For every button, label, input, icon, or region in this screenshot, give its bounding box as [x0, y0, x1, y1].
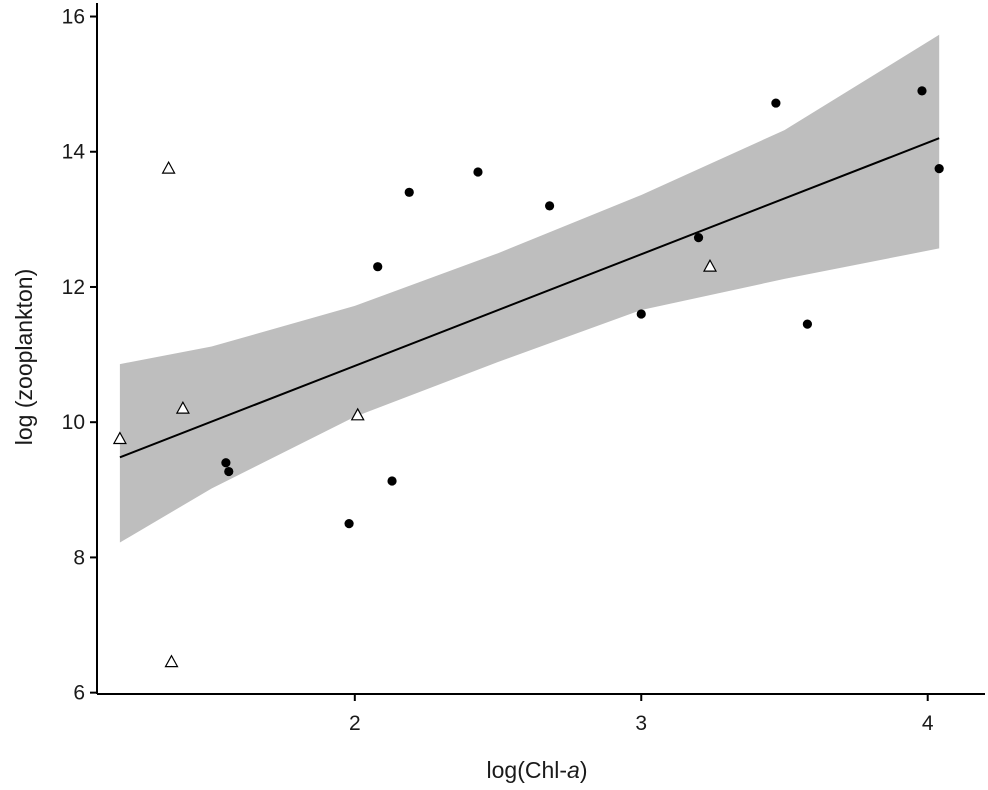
- data-point-circle-3: [344, 519, 354, 529]
- data-point-circle-10: [693, 233, 704, 243]
- data-point-triangle-3: [164, 654, 179, 668]
- data-point-circle-7: [473, 167, 483, 177]
- axes: 6 8 10 12 14 16 2 3 4: [62, 3, 985, 735]
- data-point-circle-6: [404, 187, 414, 197]
- data-point-circle-11: [771, 98, 781, 108]
- y-tick-label-16: 16: [62, 6, 85, 29]
- data-point-circle-12: [802, 319, 813, 329]
- data-point-circle-1: [221, 458, 231, 468]
- regression-line: [119, 137, 940, 459]
- y-tick-label-8: 8: [73, 546, 85, 569]
- data-point-triangle-5: [350, 407, 365, 421]
- data-point-triangle-4: [175, 400, 190, 414]
- x-axis-title: log(Chl-a): [487, 757, 588, 783]
- y-tick-label-10: 10: [62, 411, 85, 434]
- x-tick-label-2: 2: [349, 712, 361, 735]
- x-axis-title-italic: a: [567, 757, 580, 783]
- data-point-triangle-6: [702, 258, 718, 272]
- data-point-circle-8: [544, 201, 555, 211]
- data-point-circle-13: [917, 86, 927, 96]
- y-tick-label-14: 14: [62, 141, 86, 164]
- x-axis-title-main: log(Chl-: [487, 757, 568, 783]
- plot-area: [112, 34, 944, 668]
- x-axis-title-close: ): [580, 757, 588, 783]
- x-tick-label-4: 4: [922, 712, 934, 735]
- data-point-circle-5: [387, 476, 397, 486]
- data-point-circle-14: [934, 164, 944, 174]
- y-tick-label-6: 6: [73, 682, 85, 705]
- data-point-circle-2: [224, 466, 234, 477]
- data-point-triangle-1: [112, 431, 127, 445]
- y-tick-label-12: 12: [62, 276, 85, 299]
- data-point-triangle-2: [161, 160, 176, 174]
- x-tick-label-3: 3: [635, 712, 647, 735]
- data-point-circle-9: [636, 309, 646, 319]
- confidence-band: [119, 34, 940, 543]
- data-point-circle-4: [373, 262, 383, 272]
- y-axis-title: log (zooplankton): [11, 269, 37, 445]
